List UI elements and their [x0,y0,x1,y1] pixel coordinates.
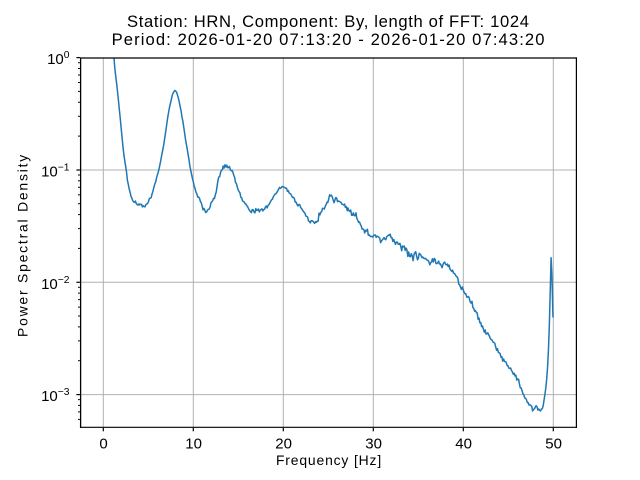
svg-text:30: 30 [365,436,382,453]
svg-text:Frequency [Hz]: Frequency [Hz] [276,452,382,468]
svg-text:Period: 2026-01-20 07:13:20 -: Period: 2026-01-20 07:13:20 - 2026-01-20… [112,30,546,49]
svg-text:50: 50 [545,436,562,453]
svg-text:20: 20 [275,436,292,453]
svg-text:0: 0 [99,436,107,453]
svg-text:Station: HRN, Component: By, l: Station: HRN, Component: By, length of F… [127,12,530,31]
svg-text:Power Spectral Density: Power Spectral Density [15,153,31,337]
svg-text:40: 40 [455,436,472,453]
svg-text:10: 10 [185,436,202,453]
